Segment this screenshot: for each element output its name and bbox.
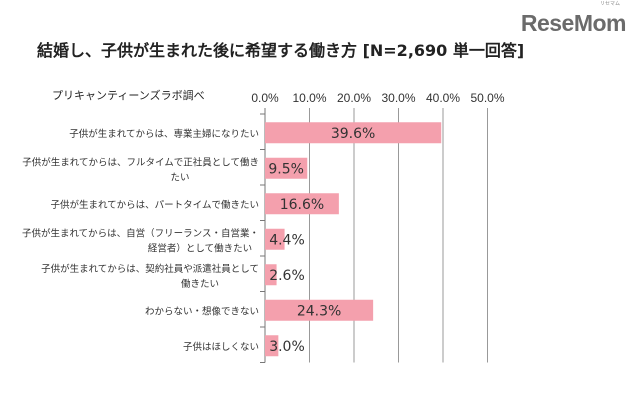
category-label: 子供が生まれてからは、自営（フリーランス・自営業・経営者）として働きたい bbox=[22, 227, 259, 254]
bar bbox=[265, 157, 308, 179]
bar bbox=[265, 299, 374, 321]
tick-label: 20.0% bbox=[337, 91, 371, 105]
category-label: わからない・想像できない bbox=[145, 305, 259, 317]
bar bbox=[265, 335, 279, 357]
category-label: 子供が生まれてからは、パートタイムで働きたい bbox=[50, 199, 259, 211]
logo-ruby: リセマム bbox=[600, 1, 621, 7]
tick-label: 50.0% bbox=[470, 91, 504, 105]
category-label: 子供が生まれてからは、フルタイムで正社員として働きたい bbox=[22, 156, 259, 183]
bar bbox=[265, 228, 285, 250]
bar bbox=[265, 122, 442, 144]
value-label: 39.6% bbox=[331, 126, 375, 142]
category-label: 子供はほしくない bbox=[183, 341, 259, 353]
source-note: プリキャンティーンズラボ調べ bbox=[52, 89, 205, 102]
value-label: 9.5% bbox=[268, 161, 304, 177]
bar bbox=[265, 193, 339, 215]
value-label: 24.3% bbox=[297, 303, 341, 319]
value-label: 16.6% bbox=[280, 197, 324, 213]
tick-label: 10.0% bbox=[292, 91, 326, 105]
chart-title: 結婚し、子供が生まれた後に希望する働き方 [N=2,690 単一回答] bbox=[37, 41, 525, 60]
category-label: 子供が生まれてからは、契約社員や派遣社員として働きたい bbox=[41, 263, 259, 290]
bar bbox=[265, 264, 277, 286]
tick-label: 30.0% bbox=[381, 91, 415, 105]
tick-label: 40.0% bbox=[426, 91, 460, 105]
value-label: 4.4% bbox=[269, 232, 305, 248]
value-label: 2.6% bbox=[269, 268, 305, 284]
category-label: 子供が生まれてからは、専業主婦になりたい bbox=[69, 128, 259, 140]
tick-label: 0.0% bbox=[251, 91, 279, 105]
resemom-logo: ReseMom bbox=[520, 10, 627, 36]
value-label: 3.0% bbox=[269, 339, 305, 355]
